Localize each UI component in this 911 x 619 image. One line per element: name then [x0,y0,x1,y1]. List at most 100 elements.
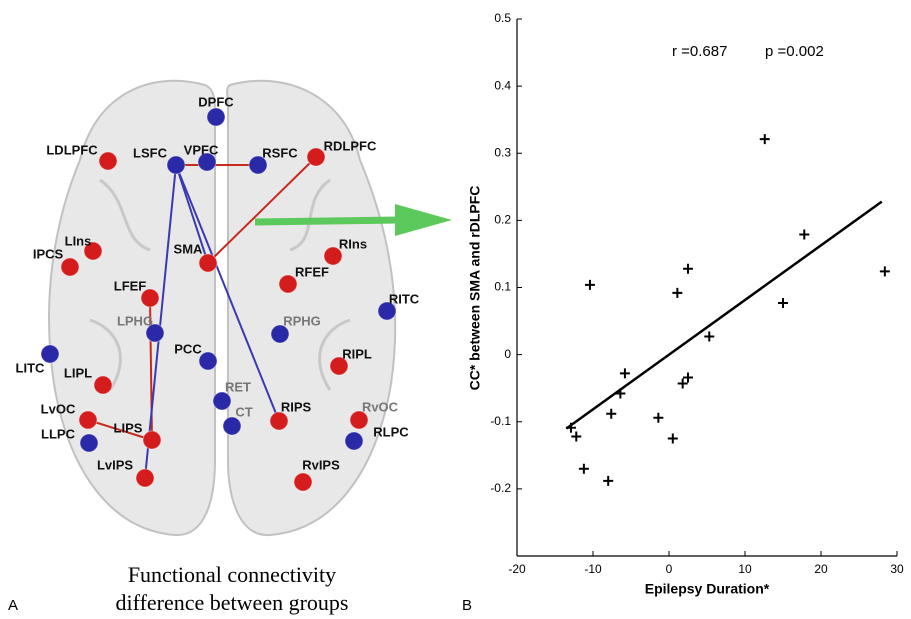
node [135,468,155,488]
point [677,378,688,389]
node-label: LIPS [114,420,143,435]
node-label: RLPC [373,424,409,439]
node [212,391,232,411]
x-axis-label: Epilepsy Duration* [645,581,770,597]
node [40,344,60,364]
x-tick-label: 30 [890,562,904,576]
x-tick-label: -20 [508,562,526,576]
node-label: RvIPS [302,457,340,472]
node [60,257,80,277]
node [197,152,217,172]
node-label: SMA [174,241,204,256]
node [206,107,226,127]
node-label: RDLPFC [324,138,377,153]
point [778,297,788,308]
node [248,155,268,175]
point [683,372,693,383]
node-label: LFEF [114,278,147,293]
node-label: LLPC [41,426,76,441]
edge [175,164,280,422]
point [799,229,810,240]
node-label: LvOC [41,401,76,416]
node [140,288,160,308]
point [578,463,589,474]
fit-line [565,200,883,430]
point [571,431,582,442]
node-label: RIPL [342,346,372,361]
node-label: RIPS [281,399,312,414]
node [349,410,369,430]
node [222,416,242,436]
annotation: r =0.687 [672,43,727,60]
node-label: DPFC [198,94,234,109]
node-label: RIns [339,236,367,251]
point [683,263,693,274]
point [584,279,595,290]
node-label: LDLPFC [46,142,98,157]
x-tick-label: -10 [584,562,602,576]
node [198,351,218,371]
point [759,134,770,145]
node-label: RITC [389,291,420,306]
point [704,331,715,342]
node [377,301,397,321]
x-tick-label: 20 [814,562,828,576]
node-label: RFEF [295,264,329,279]
y-tick-label: 0.5 [494,11,511,25]
node-label: LIPL [64,365,92,380]
node [142,430,162,450]
node [323,246,343,266]
node [83,241,103,261]
point [667,433,678,444]
arrow [254,204,452,236]
node [306,147,326,167]
node [79,433,99,453]
node [93,375,113,395]
node-label: LvIPS [97,457,133,472]
node [78,410,98,430]
node-label: LIns [65,233,92,248]
edge [87,419,153,441]
node-label: CT [235,404,252,419]
node-label: LITC [16,360,45,375]
edge [207,156,317,264]
node [269,411,289,431]
point [672,287,683,298]
y-tick-label: 0.4 [494,78,511,92]
edge [144,164,177,479]
y-tick-label: 0.2 [494,213,511,227]
node-label: LSFC [133,145,168,160]
y-tick-label: -0.2 [490,481,511,495]
node [166,155,186,175]
node [98,151,118,171]
node-label: RPHG [283,313,321,328]
y-tick-label: -0.1 [490,414,511,428]
y-tick-label: 0.3 [494,145,511,159]
node [344,431,364,451]
node-label: LPHG [117,313,153,328]
node-label: IPCS [33,246,64,261]
panel-label: B [462,597,472,614]
point [619,368,630,379]
node-label: RSFC [262,145,298,160]
node [293,472,313,492]
scatter-plot: -0.2 -0.1 0 0.1 0.2 0.3 0.4 0.5 -20 -10 0 10 20 30 [490,11,904,576]
y-tick-label: 0.1 [494,280,511,294]
edge [175,164,209,264]
y-axis-label: CC* between SMA and rDLPFC [467,186,483,391]
node [329,356,349,376]
caption: difference between groups [116,590,349,615]
y-tick-label: 0 [504,347,511,361]
node-label: RvOC [362,399,399,414]
x-tick-label: 0 [666,562,673,576]
point [653,412,664,423]
node [145,323,165,343]
node [198,253,218,273]
point [879,266,890,277]
caption: Functional connectivity [128,562,336,587]
panel-label: A [8,597,18,614]
node-label: PCC [174,341,202,356]
